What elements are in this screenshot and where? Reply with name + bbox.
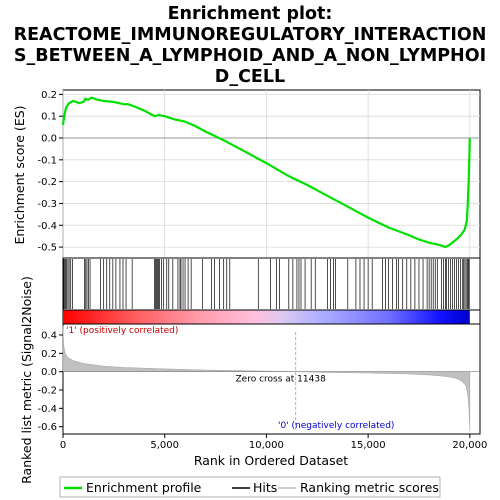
legend-label-enrichment: Enrichment profile bbox=[86, 480, 202, 495]
metric-y-tick-label: -0.2 bbox=[37, 386, 57, 397]
chart-title: Enrichment plot: REACTOME_IMMUNOREGULATO… bbox=[14, 4, 487, 87]
metric-y-tick-label: 0.2 bbox=[41, 349, 57, 360]
x-axis-label: Rank in Ordered Dataset bbox=[194, 453, 348, 468]
hits-panel-frame bbox=[62, 257, 481, 311]
metric-panel-frame bbox=[62, 323, 481, 435]
negative-correlated-label: '0' (negatively correlated) bbox=[278, 421, 394, 431]
es-y-tick-label: -0.4 bbox=[37, 221, 57, 232]
x-tick-label: 0 bbox=[60, 440, 66, 451]
es-y-axis: -0.5 -0.4 -0.3 -0.2 -0.1 0.0 0.1 0.2 bbox=[37, 90, 63, 254]
es-y-axis-label: Enrichment score (ES) bbox=[12, 105, 27, 244]
es-y-tick-label: -0.1 bbox=[37, 155, 57, 166]
metric-y-tick-label: -0.4 bbox=[37, 404, 57, 415]
metric-y-tick-label: 0.0 bbox=[41, 367, 57, 378]
title-line-4: D_CELL bbox=[215, 67, 285, 87]
title-line-1: Enrichment plot: bbox=[168, 4, 333, 24]
metric-y-axis: -0.6 -0.4 -0.2 0.0 0.2 0.4 bbox=[37, 331, 63, 433]
metric-y-tick-label: 0.4 bbox=[41, 331, 57, 342]
ranking-metric-area bbox=[62, 325, 471, 432]
x-tick-label: 15,000 bbox=[351, 440, 386, 451]
x-axis: 0 5,000 10,000 15,000 20,000 bbox=[60, 434, 487, 451]
title-line-2: REACTOME_IMMUNOREGULATORY_INTERACTION bbox=[14, 25, 487, 45]
legend-box bbox=[59, 476, 441, 498]
zero-cross-label: Zero cross at 11438 bbox=[236, 375, 327, 385]
es-y-tick-label: -0.5 bbox=[37, 243, 57, 254]
title-line-3: S_BETWEEN_A_LYMPHOID_AND_A_NON_LYMPHOI bbox=[14, 46, 486, 66]
legend: Enrichment profile Hits Ranking metric s… bbox=[59, 476, 441, 498]
es-y-tick-label: -0.3 bbox=[37, 199, 57, 210]
es-y-tick-label: 0.0 bbox=[41, 134, 57, 145]
legend-label-metric: Ranking metric scores bbox=[300, 480, 439, 495]
es-y-tick-label: 0.2 bbox=[41, 90, 57, 101]
x-tick-label: 10,000 bbox=[249, 440, 284, 451]
x-tick-label: 20,000 bbox=[452, 440, 487, 451]
positive-correlated-label: '1' (positively correlated) bbox=[66, 326, 178, 336]
hits-marks bbox=[63, 259, 470, 309]
metric-y-axis-label: Ranked list metric (Signal2Noise) bbox=[19, 276, 34, 484]
es-panel-frame bbox=[62, 89, 481, 259]
es-y-tick-label: 0.1 bbox=[41, 112, 57, 123]
legend-label-hits: Hits bbox=[253, 480, 277, 495]
enrichment-profile-line bbox=[61, 96, 471, 249]
ranking-color-bar bbox=[63, 310, 470, 324]
metric-y-tick-label: -0.6 bbox=[37, 422, 57, 433]
x-tick-label: 5,000 bbox=[150, 440, 179, 451]
es-y-tick-label: -0.2 bbox=[37, 177, 57, 188]
